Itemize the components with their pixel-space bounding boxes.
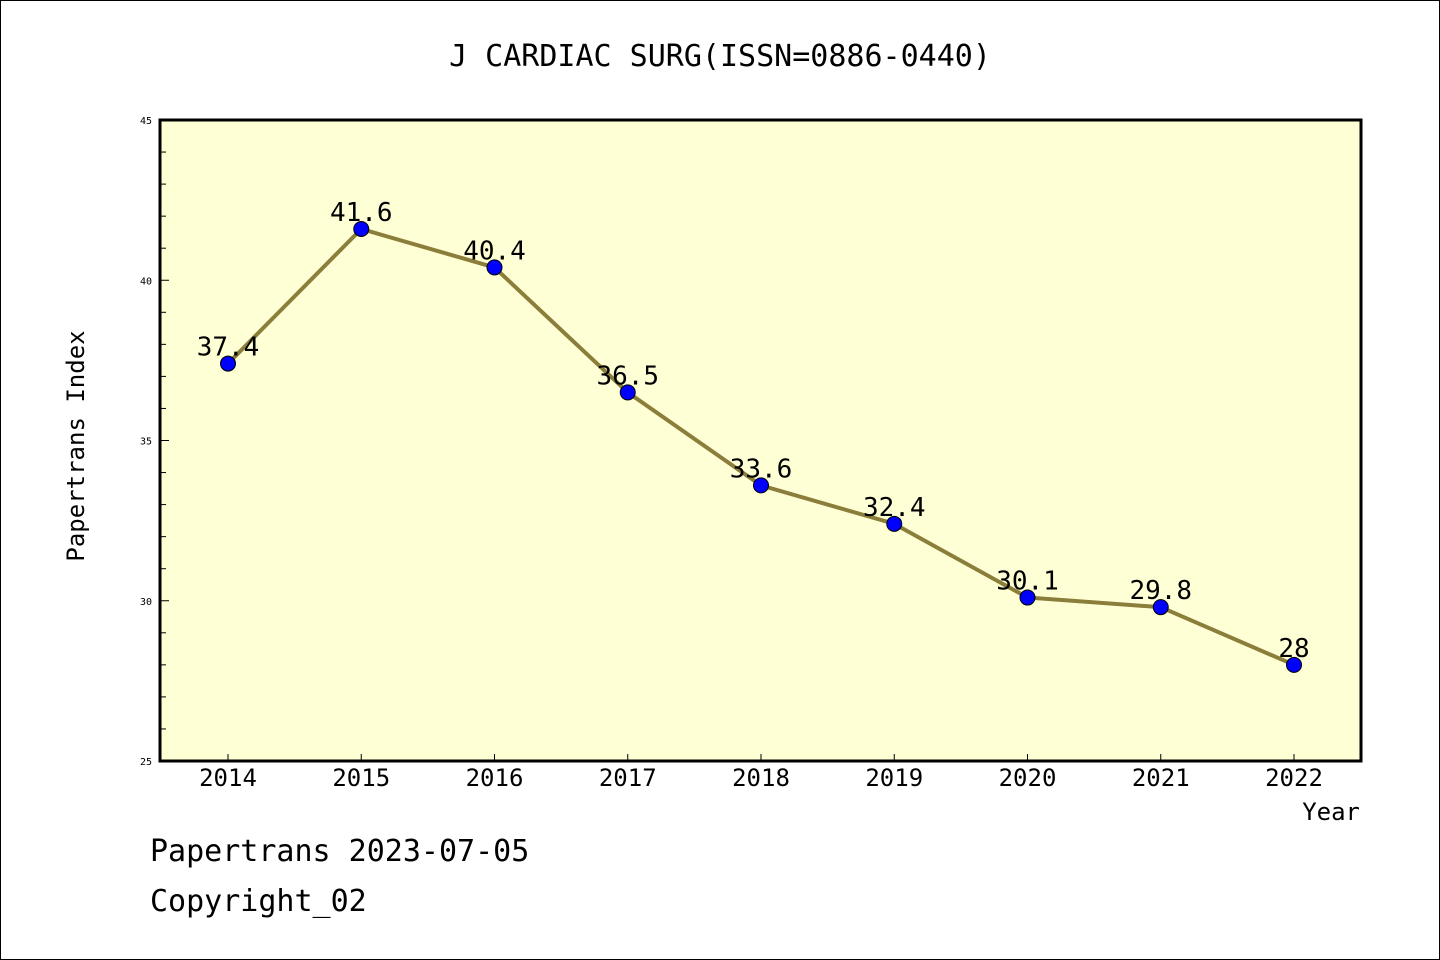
x-tick-label: 2016 [466, 764, 524, 792]
data-value-label: 28 [1278, 634, 1309, 664]
data-point-marker [886, 515, 903, 532]
x-axis-label: Year [1302, 798, 1360, 826]
y-tick-label: 40 [140, 276, 152, 287]
data-point-marker [753, 477, 769, 494]
data-labels: 37.4 41.6 40.4 36.5 33.6 32.4 30.1 29.8 28 [197, 198, 1310, 664]
x-axis-ticks: 2014 2015 2016 2017 2018 2019 2020 2021 2022 [199, 754, 1323, 792]
data-value-label: 30.1 [996, 567, 1059, 597]
x-tick-label: 2014 [199, 764, 257, 792]
data-point-marker [1152, 599, 1169, 616]
y-tick-label: 45 [140, 116, 152, 127]
data-point-marker [619, 384, 636, 401]
series-markers [220, 220, 1302, 673]
data-point-marker [1019, 589, 1036, 606]
data-value-label: 36.5 [596, 361, 659, 391]
data-value-label: 40.4 [463, 236, 526, 266]
y-axis-label: Papertrans Index [62, 330, 90, 561]
footer-date-text: Papertrans 2023-07-05 [150, 834, 530, 869]
data-value-label: 37.4 [197, 333, 260, 363]
y-tick-label: 30 [140, 597, 152, 608]
x-tick-label: 2021 [1132, 764, 1190, 792]
x-tick-label: 2017 [599, 764, 657, 792]
x-tick-label: 2019 [865, 764, 923, 792]
data-value-label: 32.4 [863, 493, 926, 523]
y-tick-label: 35 [140, 437, 152, 448]
data-point-marker [353, 220, 370, 237]
data-point-marker [486, 259, 503, 276]
data-value-label: 33.6 [730, 454, 793, 484]
data-value-label: 29.8 [1129, 576, 1192, 606]
y-axis-ticks: 25 30 35 40 45 [140, 116, 169, 768]
footer-copyright-text: Copyright_02 [150, 884, 367, 919]
y-tick-label: 25 [140, 757, 152, 768]
data-point-marker [220, 355, 236, 372]
data-point-marker [1286, 656, 1302, 673]
x-tick-label: 2018 [732, 764, 790, 792]
data-value-label: 41.6 [330, 198, 393, 228]
x-tick-label: 2020 [999, 764, 1057, 792]
x-tick-label: 2022 [1265, 764, 1323, 792]
chart-title: J CARDIAC SURG(ISSN=0886-0440) [449, 39, 991, 74]
x-tick-label: 2015 [332, 764, 390, 792]
